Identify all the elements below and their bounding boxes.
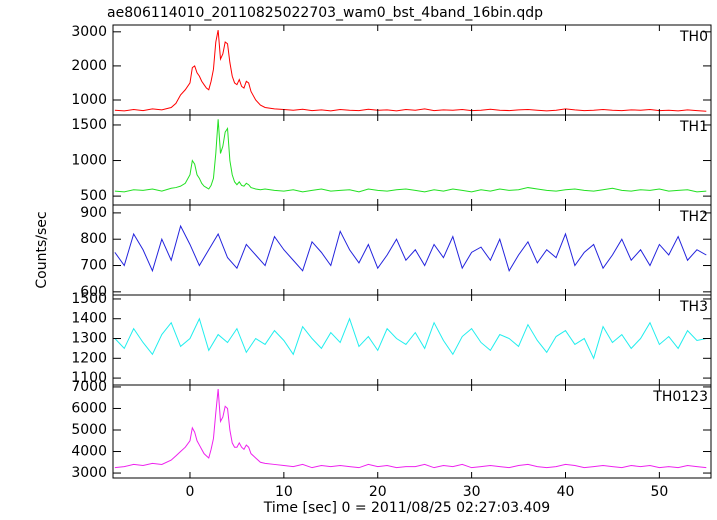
panel-label: TH0 [679, 29, 708, 45]
x-tick-label: 40 [557, 484, 575, 500]
light-curve [114, 389, 707, 469]
light-curve [114, 30, 707, 112]
y-tick-label: 4000 [71, 444, 107, 460]
panel-label: TH2 [679, 209, 708, 225]
y-tick-label: 5000 [71, 422, 107, 438]
light-curve [114, 224, 707, 273]
x-tick-label: 20 [369, 484, 387, 500]
light-curve [114, 119, 707, 193]
y-axis-label: Counts/sec [34, 211, 50, 288]
panel-frame [112, 204, 712, 296]
y-tick-label: 6000 [71, 400, 107, 416]
y-tick-label: 2000 [71, 58, 107, 74]
y-tick-label: 1000 [71, 92, 107, 108]
x-tick-label: 0 [186, 484, 195, 500]
y-tick-label: 1100 [71, 370, 107, 386]
chart-title: ae806114010_20110825022703_wam0_bst_4ban… [107, 5, 543, 21]
panel-label: TH0123 [652, 389, 708, 405]
x-tick-label: 10 [275, 484, 293, 500]
y-tick-label: 500 [80, 188, 107, 204]
y-tick-label: 700 [80, 258, 107, 274]
y-tick-label: 1300 [71, 331, 107, 347]
panel-frame [112, 114, 712, 206]
y-tick-label: 800 [80, 231, 107, 247]
y-tick-label: 900 [80, 205, 107, 221]
x-axis-label: Time [sec] 0 = 2011/08/25 02:27:03.409 [263, 500, 550, 516]
y-tick-label: 3000 [71, 24, 107, 40]
light-curve [114, 317, 707, 360]
panel-frame [112, 384, 712, 479]
panel-frame [112, 24, 712, 116]
panel-frame [112, 294, 712, 386]
y-tick-label: 1200 [71, 350, 107, 366]
y-tick-label: 600 [80, 284, 107, 300]
y-tick-label: 1500 [71, 291, 107, 307]
x-tick-label: 50 [650, 484, 668, 500]
y-tick-label: 3000 [71, 465, 107, 481]
y-tick-label: 1500 [71, 117, 107, 133]
panel-label: TH3 [679, 299, 708, 315]
x-tick-label: 30 [463, 484, 481, 500]
panel-label: TH1 [679, 119, 708, 135]
y-tick-label: 7000 [71, 379, 107, 395]
y-tick-label: 1400 [71, 311, 107, 327]
y-tick-label: 1000 [71, 153, 107, 169]
